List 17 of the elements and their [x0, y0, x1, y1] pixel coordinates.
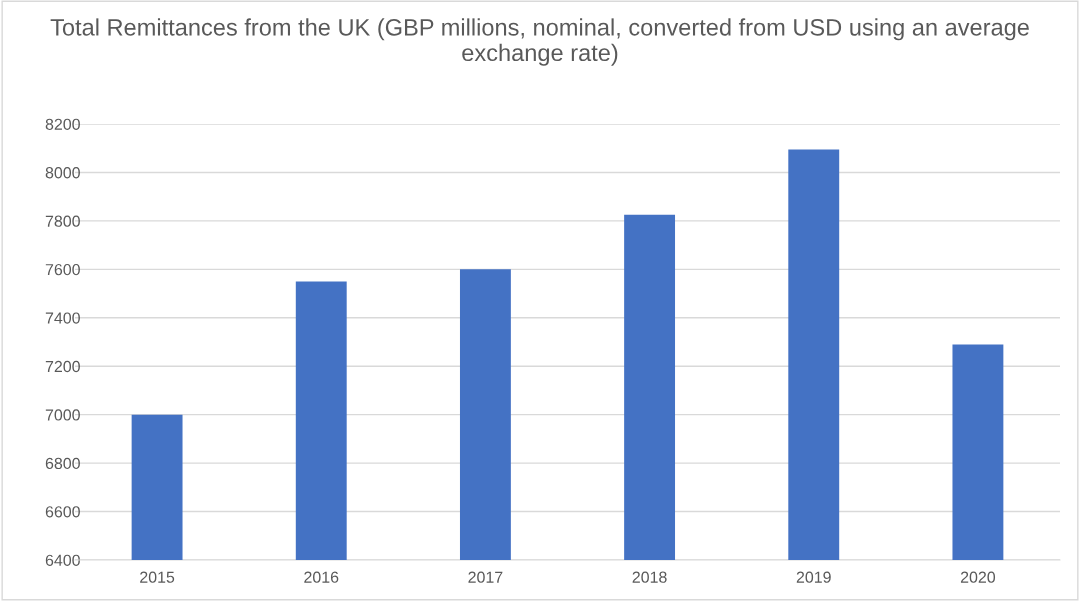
y-tick-label: 6800 [45, 457, 80, 470]
y-tick-label: 7200 [45, 360, 80, 373]
chart-title: Total Remittances from the UK (GBP millions, nominal, converted from USD using an average exchange rate) [50, 18, 1029, 66]
y-tick-label: 7000 [45, 409, 80, 421]
x-tick-label: 2020 [960, 571, 996, 583]
x-tick-label: 2018 [632, 571, 667, 583]
y-tick-label: 7400 [45, 312, 80, 324]
x-tick-label: 2019 [796, 571, 831, 583]
y-tick-label: 6400 [45, 554, 80, 566]
y-tick-label: 6600 [45, 506, 80, 518]
y-tick-label: 8000 [45, 167, 80, 179]
y-tick-label: 7600 [45, 263, 80, 276]
y-tick-label: 8200 [45, 118, 80, 130]
x-tick-label: 2016 [304, 571, 339, 583]
x-tick-label: 2017 [468, 571, 503, 583]
y-tick-label: 7800 [45, 215, 80, 227]
x-tick-label: 2015 [140, 571, 175, 583]
